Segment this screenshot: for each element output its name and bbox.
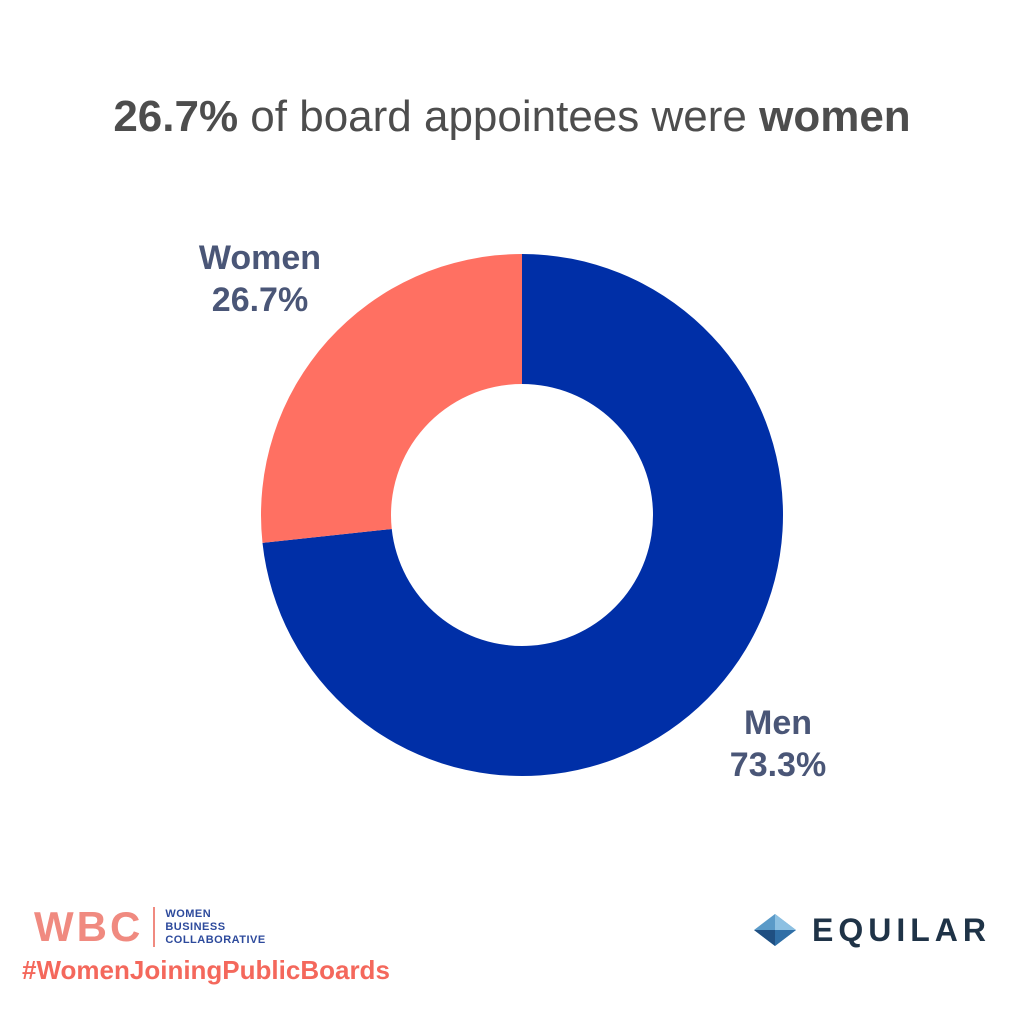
wbc-word-collaborative: COLLABORATIVE xyxy=(165,933,266,946)
slice-women xyxy=(261,254,522,543)
men-label-value: 73.3% xyxy=(729,746,827,784)
hashtag-text: #WomenJoiningPublicBoards xyxy=(22,955,390,985)
men-slice-label: Men 73.3% xyxy=(698,702,858,786)
equilar-wordmark: EQUILAR xyxy=(812,911,991,948)
women-slice-label: Women 26.7% xyxy=(180,237,340,321)
equilar-logo: EQUILAR xyxy=(752,908,991,952)
title-middle: of board appointees were xyxy=(238,92,760,141)
women-label-value: 26.7% xyxy=(211,281,309,319)
title-percent: 26.7% xyxy=(113,92,239,141)
diamond-icon xyxy=(754,914,796,946)
men-label-name: Men xyxy=(744,704,812,742)
wbc-word-women: WOMEN xyxy=(165,907,212,920)
wbc-logo-words: WOMEN BUSINESS COLLABORATIVE xyxy=(165,908,265,947)
chart-title: 26.7% of board appointees were women xyxy=(0,92,1024,142)
donut-slices xyxy=(261,254,783,776)
slice-men xyxy=(262,254,783,776)
wbc-logo-divider xyxy=(153,907,156,947)
wbc-logo: WBC WOMEN BUSINESS COLLABORATIVE xyxy=(34,905,266,949)
title-women: women xyxy=(759,92,911,141)
wbc-logo-letters: WBC xyxy=(34,903,144,950)
women-label-name: Women xyxy=(198,239,322,277)
wbc-word-business: BUSINESS xyxy=(165,920,226,933)
